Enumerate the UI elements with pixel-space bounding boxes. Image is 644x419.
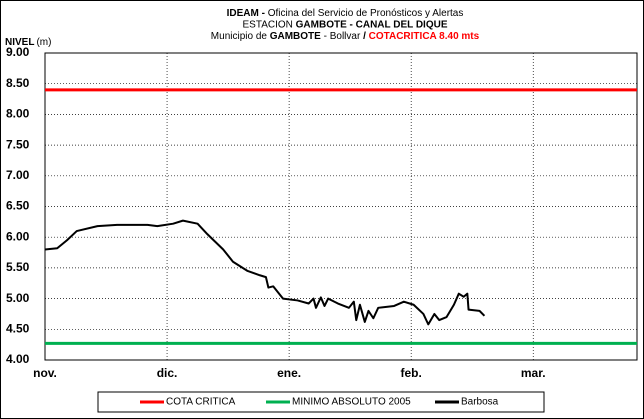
chart-title: Municipio de GAMBOTE - Bollvar / COTACRI… [211, 31, 480, 42]
plot-area [44, 52, 638, 361]
x-tick-label: mar. [521, 366, 546, 380]
title-part: GAMBOTE [270, 31, 321, 42]
legend-label: Barbosa [461, 397, 499, 408]
title-part: / [363, 31, 369, 42]
chart-title: ESTACION GAMBOTE - CANAL DEL DIQUE [242, 19, 447, 30]
y-tick-label: 6.50 [6, 199, 30, 213]
x-tick-label: dic. [157, 366, 178, 380]
title-part: Oficina del Servicio de Pronósticos y Al… [268, 8, 464, 19]
y-tick-label: 4.50 [6, 321, 30, 335]
title-part: GAMBOTE - CANAL DEL DIQUE [296, 19, 448, 30]
y-axis-label: NIVEL (m) [5, 37, 51, 48]
y-tick-label: 8.50 [6, 76, 30, 90]
title-part: ESTACION [242, 19, 295, 30]
y-tick-label: 4.00 [6, 352, 30, 366]
y-tick-label: 5.00 [6, 291, 30, 305]
y-tick-label: 7.00 [6, 168, 30, 182]
series-line [44, 219, 486, 326]
y-tick-label: 5.50 [6, 260, 30, 274]
y-label-unit: (m) [36, 37, 51, 48]
legend-box [97, 391, 545, 413]
y-label-name: NIVEL [5, 37, 34, 48]
title-part: COTACRITICA 8.40 mts [369, 31, 480, 42]
title-part: IDEAM - [227, 8, 268, 19]
x-tick-label: feb. [401, 366, 422, 380]
y-tick-label: 7.50 [6, 137, 30, 151]
chart-title: IDEAM - Oficina del Servicio de Pronósti… [227, 8, 464, 19]
title-part: Municipio de [211, 31, 270, 42]
y-tick-label: 9.00 [6, 45, 30, 59]
x-tick-label: ene. [277, 366, 301, 380]
y-tick-label: 8.00 [6, 107, 30, 121]
title-part: - Bollvar [321, 31, 363, 42]
legend-label: MINIMO ABSOLUTO 2005 [292, 397, 411, 408]
legend-label: COTA CRITICA [166, 397, 236, 408]
x-tick-label: nov. [33, 366, 57, 380]
y-tick-label: 6.00 [6, 229, 30, 243]
